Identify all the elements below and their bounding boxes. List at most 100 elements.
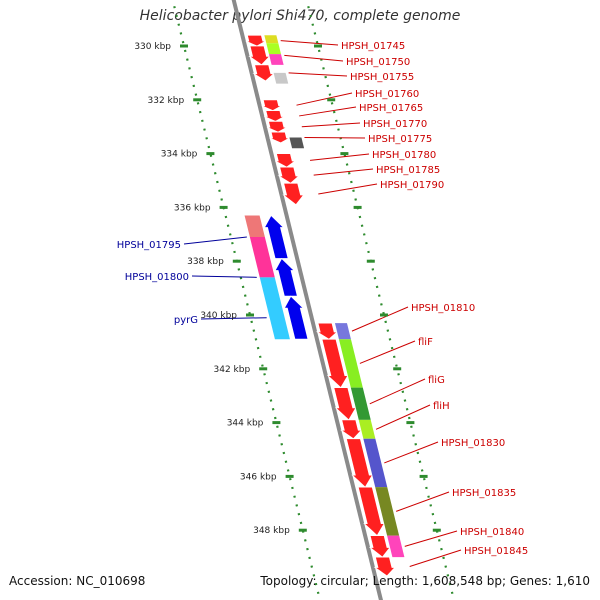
gene-label: HPSH_01780: [372, 150, 436, 161]
gene-label: HPSH_01785: [376, 165, 440, 176]
accession-label: Accession: NC_010698: [9, 574, 146, 588]
forward-gene-arrow: [277, 166, 300, 184]
reverse-gene-arrow: [283, 295, 309, 340]
gene-label-line: [351, 306, 409, 332]
forward-cog-block: [264, 35, 279, 44]
scale-tick-label: 344 kbp: [227, 419, 264, 429]
gene-label-line: [304, 136, 366, 139]
gene-label: HPSH_01810: [411, 303, 475, 314]
forward-gene-arrow: [321, 338, 349, 389]
forward-gene-arrow: [269, 131, 290, 144]
scale-tick-label: 346 kbp: [240, 472, 277, 482]
reverse-cog-block: [244, 215, 265, 237]
scale-dotted-lines: [171, 0, 456, 600]
forward-cog-block: [350, 387, 371, 420]
backbone-line: [231, 0, 383, 600]
gene-label-line: [369, 378, 426, 405]
forward-gene-arrow: [345, 438, 373, 488]
gene-label: fliG: [428, 375, 445, 386]
gene-label-line: [404, 530, 458, 547]
forward-cog-block: [268, 54, 284, 65]
forward-gene-arrow: [340, 419, 363, 440]
forward-gene-arrow: [315, 322, 339, 340]
reverse-gene-arrow: [274, 257, 298, 297]
reverse-cog-block: [249, 236, 275, 278]
gene-label-line: [409, 549, 462, 567]
gene-label: HPSH_01840: [460, 527, 524, 538]
genome-title: Helicobacter pylori Shi470, complete gen…: [139, 8, 461, 24]
forward-gene-arrow: [252, 64, 275, 82]
scale-tick-label: 342 kbp: [214, 365, 251, 375]
scale-line-right: [305, 0, 456, 600]
forward-gene-arrow: [245, 34, 267, 47]
gene-label: HPSH_01760: [355, 89, 419, 100]
gene-label: fliH: [433, 401, 450, 412]
scale-tick-label: 332 kbp: [148, 96, 185, 106]
forward-cog-block: [334, 323, 351, 340]
gene-label: HPSH_01835: [452, 488, 516, 499]
forward-gene-arrow: [264, 110, 285, 122]
scale-tick-label: 334 kbp: [161, 150, 198, 160]
gene-label-line: [301, 122, 361, 128]
scale-tick-label: 338 kbp: [187, 257, 224, 267]
gene-label: HPSH_01775: [368, 134, 432, 145]
scale-ticks: 330 kbp 332 kbp 334 kbp 336 kbp 338 kbp 340 k…: [134, 42, 441, 536]
gene-label-line: [296, 92, 353, 106]
forward-cog-block: [358, 419, 376, 439]
forward-cog-block: [289, 137, 305, 149]
scale-tick-label: 340 kbp: [200, 311, 237, 321]
genome-summary: Topology: circular; Length: 1,608,548 bp…: [260, 574, 590, 588]
gene-label-line: [384, 441, 439, 464]
scale-tick-label: 336 kbp: [174, 203, 211, 213]
gene-label: HPSH_01790: [380, 180, 444, 191]
gene-label: pyrG: [174, 315, 198, 326]
scale-tick-label: 330 kbp: [134, 42, 171, 52]
gene-label-line: [318, 183, 378, 195]
gene-label-line: [375, 404, 431, 430]
scale-line-left: [171, 0, 322, 600]
gene-label-line: [191, 275, 257, 278]
forward-gene-arrow: [357, 486, 385, 537]
forward-cog-block: [363, 438, 388, 488]
forward-gene-arrow: [275, 153, 297, 168]
gene-label-line: [200, 317, 267, 320]
gene-label-line: [284, 54, 344, 62]
gene-features: [244, 34, 405, 577]
forward-cog-block: [338, 339, 363, 388]
gene-label: HPSH_01795: [117, 240, 181, 251]
gene-labels: HPSH_01745 HPSH_01750 HPSH_01755 HPSH_01760…: [117, 40, 528, 567]
forward-gene-arrow: [261, 99, 282, 112]
gene-label: fliF: [418, 337, 433, 348]
gene-label: HPSH_01755: [350, 72, 414, 83]
reverse-cog-block: [259, 277, 290, 340]
forward-cog-block: [387, 535, 405, 558]
gene-label-line: [299, 106, 357, 117]
forward-gene-arrow: [248, 45, 271, 66]
scale-tick-label: 348 kbp: [253, 526, 290, 536]
gene-label-line: [183, 236, 247, 245]
gene-label: HPSH_01745: [341, 41, 405, 52]
gene-label: HPSH_01830: [441, 438, 505, 449]
gene-label-line: [288, 72, 348, 77]
genome-backbone: [231, 0, 383, 600]
forward-cog-block: [375, 487, 400, 536]
gene-label: HPSH_01845: [464, 546, 528, 557]
forward-gene-arrow: [333, 387, 357, 421]
forward-gene-arrow: [282, 182, 305, 206]
forward-gene-arrow: [368, 535, 391, 558]
gene-label: HPSH_01800: [125, 272, 189, 283]
gene-label: HPSH_01750: [346, 57, 410, 68]
gene-label-line: [313, 168, 374, 176]
gene-label-line: [359, 340, 416, 364]
gene-label: HPSH_01770: [363, 119, 427, 130]
forward-gene-arrow: [373, 556, 396, 577]
forward-gene-arrow: [266, 120, 288, 133]
gene-label: HPSH_01765: [359, 103, 423, 114]
gene-label-line: [309, 153, 370, 161]
forward-cog-block: [266, 43, 281, 55]
gene-label-line: [280, 40, 339, 46]
gene-label-line: [396, 491, 450, 512]
forward-cog-block: [273, 72, 289, 84]
